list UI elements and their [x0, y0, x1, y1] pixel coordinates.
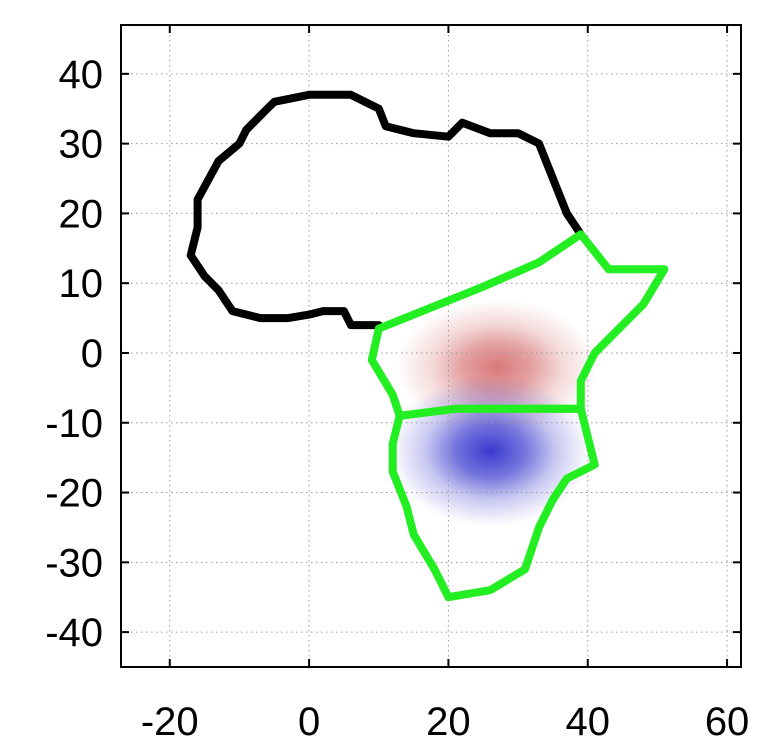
plot-frame	[120, 24, 742, 668]
region-outlines	[186, 90, 669, 602]
x-tick-label: -20	[141, 700, 199, 744]
x-tick-label: 60	[705, 700, 750, 744]
axis-ticks: -20 0 20 40 60 40 30 20 10 0 -10 -20 -30 -40	[45, 25, 749, 744]
y-tick-label: 10	[59, 262, 104, 306]
y-tick-label: 30	[59, 123, 104, 167]
y-tick-label: 20	[59, 192, 104, 236]
region-north	[367, 230, 669, 420]
x-tick-label: 0	[298, 700, 320, 744]
x-tick-label: 40	[565, 700, 610, 744]
x-tick-label: 20	[426, 700, 471, 744]
africa-outline	[186, 90, 585, 330]
heat-blob-negative	[389, 375, 591, 527]
y-tick-label: -10	[45, 402, 103, 446]
y-tick-label: 0	[81, 332, 103, 376]
y-tick-label: -20	[45, 472, 103, 516]
y-tick-label: -40	[45, 611, 103, 655]
y-tick-label: -30	[45, 541, 103, 585]
y-tick-label: 40	[59, 53, 104, 97]
region-south	[388, 404, 599, 602]
